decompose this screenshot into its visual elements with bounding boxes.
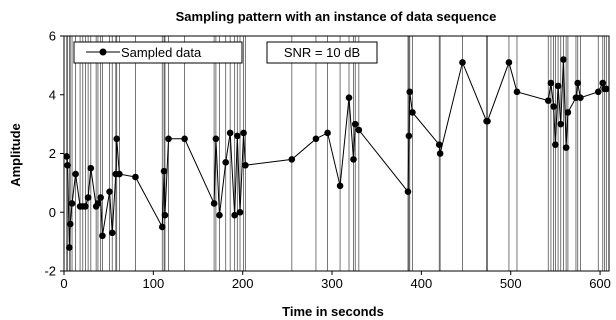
data-point xyxy=(409,109,416,116)
data-point xyxy=(63,153,70,160)
data-point xyxy=(336,182,344,190)
data-point xyxy=(165,135,172,143)
data-point xyxy=(547,79,555,87)
data-point xyxy=(161,211,169,219)
data-point xyxy=(87,164,95,172)
series-line xyxy=(66,59,607,248)
data-point xyxy=(554,82,562,90)
snr-annotation: SNR = 10 dB xyxy=(266,41,378,64)
data-point xyxy=(242,161,249,169)
data-point xyxy=(324,129,331,137)
y-axis-ticks: -2 0 2 4 6 xyxy=(44,29,64,279)
data-point xyxy=(84,194,92,201)
data-point xyxy=(210,200,218,207)
data-point xyxy=(181,135,188,143)
x-tick-label: 200 xyxy=(232,276,254,291)
data-point xyxy=(594,88,602,96)
x-tick-label: 600 xyxy=(589,276,611,291)
x-tick-label: 100 xyxy=(142,276,164,291)
data-point xyxy=(562,144,570,151)
annotation-text: SNR = 10 dB xyxy=(284,45,360,60)
data-point xyxy=(557,120,565,128)
x-tick-label: 300 xyxy=(321,276,343,291)
grid-lines xyxy=(66,36,607,271)
series-sampled-data xyxy=(63,56,610,251)
data-point xyxy=(82,203,89,210)
data-point xyxy=(132,173,139,181)
legend-marker xyxy=(99,48,107,56)
legend-label: Sampled data xyxy=(121,45,202,60)
data-point xyxy=(97,194,104,201)
data-point xyxy=(160,167,168,175)
data-point xyxy=(552,141,559,148)
x-axis-ticks: 0 100 200 300 400 500 600 xyxy=(60,271,611,291)
data-point xyxy=(68,200,76,207)
data-point xyxy=(236,208,244,216)
data-point xyxy=(351,120,359,128)
data-point xyxy=(574,79,582,87)
annotation-box xyxy=(266,41,378,64)
data-point xyxy=(222,159,230,166)
data-point xyxy=(108,229,116,237)
data-point xyxy=(404,188,412,195)
data-point xyxy=(435,141,443,148)
data-point xyxy=(436,150,444,157)
data-point xyxy=(577,94,584,101)
data-point xyxy=(544,97,552,104)
data-point xyxy=(64,161,71,169)
data-point xyxy=(116,170,123,178)
y-tick-label: 4 xyxy=(49,87,56,102)
data-point xyxy=(484,117,491,125)
data-point xyxy=(216,211,223,219)
data-point xyxy=(345,94,353,101)
data-point xyxy=(158,223,166,231)
legend: Sampled data xyxy=(73,41,243,64)
data-point xyxy=(226,129,234,137)
y-tick-label: 0 xyxy=(49,205,56,220)
data-point xyxy=(212,135,220,143)
x-axis-label: Time in seconds xyxy=(282,304,384,319)
data-point xyxy=(312,135,320,143)
data-point xyxy=(406,88,414,96)
chart-title: Sampling pattern with an instance of dat… xyxy=(176,9,497,24)
data-point xyxy=(564,109,572,116)
data-point xyxy=(599,79,607,87)
data-point xyxy=(350,156,357,163)
data-point xyxy=(405,132,413,140)
data-point xyxy=(66,244,73,251)
data-point xyxy=(288,156,296,163)
data-point xyxy=(560,56,567,63)
data-point xyxy=(231,211,238,219)
plot-area xyxy=(63,35,610,272)
data-point xyxy=(99,232,106,240)
data-point xyxy=(234,132,241,140)
data-point xyxy=(355,126,363,134)
x-tick-label: 500 xyxy=(500,276,522,291)
data-point xyxy=(72,170,79,178)
data-point xyxy=(106,188,113,195)
data-point xyxy=(113,135,121,143)
y-tick-label: -2 xyxy=(44,264,56,279)
data-point xyxy=(550,103,557,110)
x-tick-label: 0 xyxy=(60,276,67,291)
data-point xyxy=(240,129,247,137)
data-point xyxy=(66,220,74,228)
data-point xyxy=(459,59,466,66)
x-tick-label: 400 xyxy=(411,276,433,291)
y-tick-label: 6 xyxy=(49,29,56,44)
data-point xyxy=(94,200,102,207)
legend-box xyxy=(73,41,243,64)
y-tick-label: 2 xyxy=(49,146,56,161)
data-point xyxy=(513,88,521,96)
data-point xyxy=(603,85,610,93)
data-point xyxy=(505,59,513,66)
y-axis-label: Amplitude xyxy=(8,123,23,187)
